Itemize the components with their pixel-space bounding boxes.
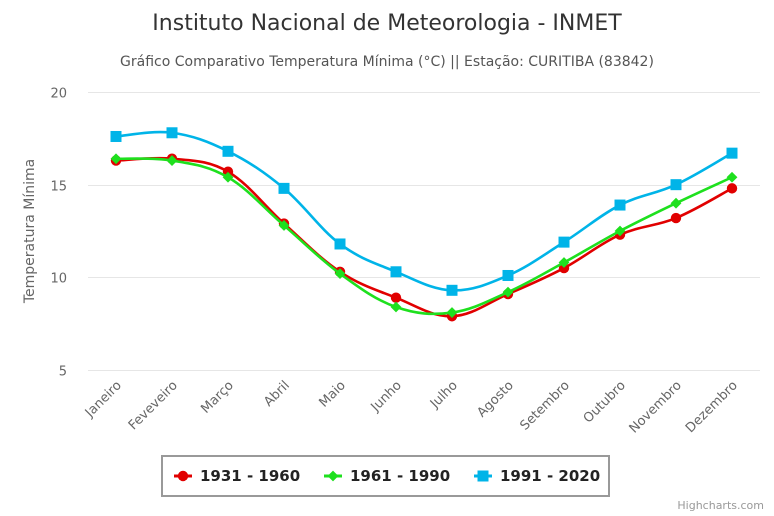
data-point-2-6[interactable] (390, 301, 402, 313)
data-point-1-6[interactable] (390, 292, 402, 303)
legend-item-2[interactable]: 1961 - 1990 (324, 467, 450, 485)
x-tick-label: Dezembro (683, 378, 741, 436)
legend-label-2: 1961 - 1990 (350, 467, 450, 485)
legend: 1931 - 1960 1961 - 1990 1991 - 2020 (161, 455, 610, 497)
x-tick-label: Novembro (627, 378, 685, 436)
legend-label-1: 1931 - 1960 (200, 467, 300, 485)
y-tick-label: 20 (50, 87, 67, 102)
y-axis-label: Temperatura Mínima (22, 159, 38, 304)
data-point-3-12[interactable] (726, 147, 738, 159)
data-point-1-11[interactable] (670, 212, 682, 224)
x-tick-label: Outubro (581, 378, 629, 426)
legend-item-1[interactable]: 1931 - 1960 (174, 467, 300, 485)
x-tick-label: Março (198, 378, 236, 416)
series-layer (110, 127, 738, 322)
data-point-3-3[interactable] (222, 145, 234, 157)
data-point-3-8[interactable] (502, 269, 514, 281)
data-point-3-6[interactable] (390, 266, 402, 278)
legend-marker-1 (177, 470, 189, 482)
data-point-1-9[interactable] (558, 262, 570, 274)
data-point-2-10[interactable] (614, 225, 626, 237)
data-point-3-11[interactable] (670, 179, 682, 191)
data-point-2-5[interactable] (334, 268, 346, 280)
data-point-2-1[interactable] (110, 153, 122, 165)
data-point-1-3[interactable] (222, 166, 234, 177)
y-tick-label: 10 (50, 272, 67, 287)
legend-marker-2 (327, 470, 339, 482)
y-tick-label: 5 (59, 365, 67, 380)
chart-subtitle: Gráfico Comparativo Temperatura Mínima (… (120, 54, 654, 70)
x-tick-label: Junho (368, 378, 405, 415)
chart-credits: Highcharts.com (677, 499, 764, 512)
data-point-3-9[interactable] (558, 236, 570, 248)
x-tick-label: Feveveiro (126, 378, 181, 433)
grid-layer (88, 92, 760, 371)
data-point-2-2[interactable] (166, 155, 178, 166)
data-point-2-9[interactable] (558, 257, 570, 268)
x-tick-label: Maio (316, 378, 348, 410)
legend-label-3: 1991 - 2020 (500, 467, 600, 485)
y-tick-label: 15 (50, 180, 67, 195)
series-1 (110, 153, 738, 322)
data-point-3-7[interactable] (446, 284, 458, 296)
data-point-2-12[interactable] (726, 171, 738, 183)
data-point-2-3[interactable] (222, 171, 234, 183)
x-tick-label: Abril (261, 378, 293, 410)
legend-items: 1931 - 1960 1961 - 1990 1991 - 2020 (174, 467, 600, 485)
data-point-2-7[interactable] (446, 307, 458, 318)
legend-box (161, 455, 610, 497)
chart-title: Instituto Nacional de Meteorologia - INM… (152, 11, 622, 36)
series-line-2 (114, 157, 734, 316)
data-point-3-5[interactable] (334, 238, 346, 250)
series-line-1 (114, 156, 734, 318)
data-point-2-11[interactable] (670, 197, 682, 209)
x-tick-label: Setembro (517, 378, 572, 433)
x-tick-label: Julho (427, 378, 461, 412)
data-point-3-10[interactable] (614, 199, 626, 211)
legend-item-3[interactable]: 1991 - 2020 (474, 467, 600, 485)
series-2 (110, 153, 738, 318)
data-point-2-4[interactable] (278, 220, 290, 231)
data-point-2-8[interactable] (502, 286, 514, 298)
series-3 (110, 127, 738, 296)
data-point-3-4[interactable] (278, 182, 290, 194)
data-point-3-2[interactable] (166, 127, 178, 139)
y-axis-ticks: 5 10 15 20 (50, 87, 67, 380)
x-tick-label: Agosto (474, 378, 516, 420)
x-axis-ticks: Janeiro Feveveiro Março Abril Maio Junho Julho… (82, 378, 741, 436)
x-tick-label: Janeiro (82, 378, 125, 421)
series-line-3 (114, 130, 734, 292)
data-point-1-12[interactable] (726, 183, 738, 194)
legend-marker-3 (477, 470, 489, 482)
data-point-3-1[interactable] (110, 130, 122, 142)
